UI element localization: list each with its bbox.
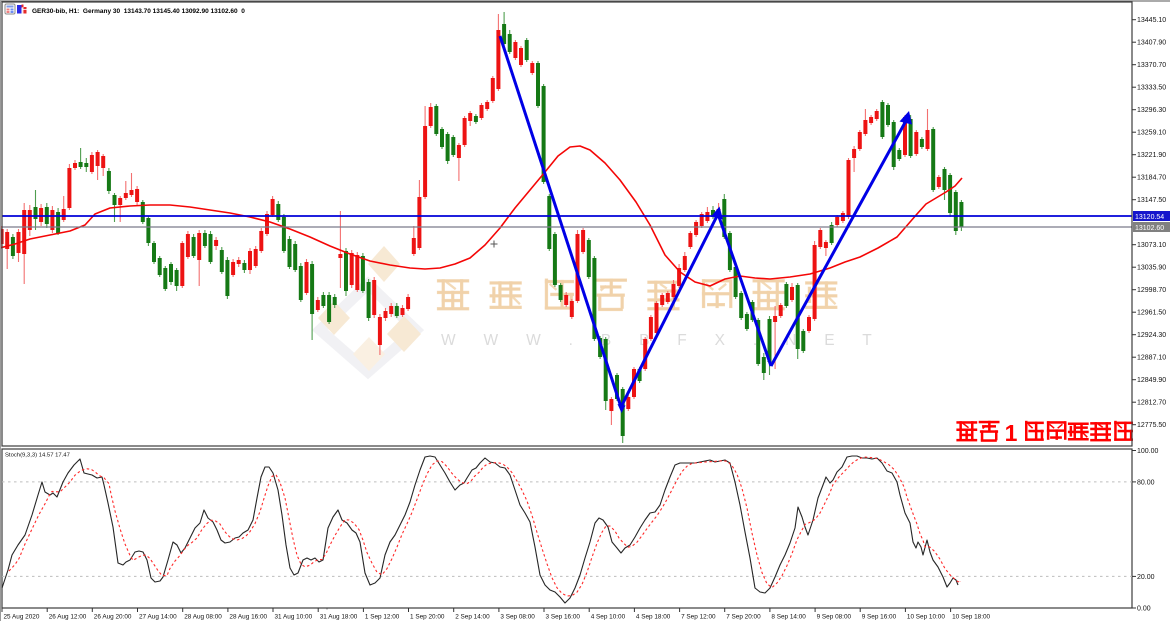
svg-text:26 Aug 20:00: 26 Aug 20:00 (94, 614, 132, 621)
svg-text:28 Aug 08:00: 28 Aug 08:00 (184, 614, 222, 621)
svg-text:13296.30: 13296.30 (1137, 107, 1166, 114)
svg-text:1: 1 (1005, 420, 1018, 446)
svg-text:12849.90: 12849.90 (1137, 377, 1166, 384)
svg-text:1 Sep 20:00: 1 Sep 20:00 (410, 614, 445, 621)
svg-text:13073.10: 13073.10 (1137, 242, 1166, 249)
svg-text:10 Sep 18:00: 10 Sep 18:00 (952, 614, 990, 621)
svg-text:20.00: 20.00 (1137, 574, 1155, 581)
svg-text:13407.90: 13407.90 (1137, 40, 1166, 47)
svg-text:12887.10: 12887.10 (1137, 355, 1166, 362)
svg-text:13035.90: 13035.90 (1137, 265, 1166, 272)
svg-text:13445.10: 13445.10 (1137, 17, 1166, 24)
svg-text:Stoch(9,3,3) 14.57 17.47: Stoch(9,3,3) 14.57 17.47 (5, 453, 70, 459)
svg-text:28 Aug 16:00: 28 Aug 16:00 (229, 614, 267, 621)
svg-text:0.00: 0.00 (1137, 605, 1151, 612)
svg-text:13147.50: 13147.50 (1137, 197, 1166, 204)
svg-text:9 Sep 08:00: 9 Sep 08:00 (817, 614, 852, 621)
svg-text:12924.30: 12924.30 (1137, 332, 1166, 339)
svg-text:4 Sep 10:00: 4 Sep 10:00 (591, 614, 626, 621)
svg-text:12775.50: 12775.50 (1137, 422, 1166, 429)
svg-text:2 Sep 14:00: 2 Sep 14:00 (455, 614, 490, 621)
svg-text:80.00: 80.00 (1137, 479, 1155, 486)
svg-text:31 Aug 10:00: 31 Aug 10:00 (275, 614, 313, 621)
svg-text:7 Sep 20:00: 7 Sep 20:00 (726, 614, 761, 621)
svg-text:12998.70: 12998.70 (1137, 287, 1166, 294)
svg-text:12812.70: 12812.70 (1137, 400, 1166, 407)
svg-text:12961.50: 12961.50 (1137, 310, 1166, 317)
svg-text:13221.90: 13221.90 (1137, 152, 1166, 159)
svg-text:4 Sep 18:00: 4 Sep 18:00 (636, 614, 671, 621)
svg-text:13259.10: 13259.10 (1137, 130, 1166, 137)
svg-text:1 Sep 12:00: 1 Sep 12:00 (365, 614, 400, 621)
svg-text:13370.70: 13370.70 (1137, 62, 1166, 69)
svg-text:13333.50: 13333.50 (1137, 85, 1166, 92)
svg-text:27 Aug 14:00: 27 Aug 14:00 (139, 614, 177, 621)
svg-text:W W W . B B F X . N E T: W W W . B B F X . N E T (441, 332, 883, 349)
svg-text:10 Sep 10:00: 10 Sep 10:00 (907, 614, 945, 621)
svg-text:13102.60: 13102.60 (1135, 225, 1164, 232)
svg-text:13120.54: 13120.54 (1135, 214, 1164, 221)
svg-text:26 Aug 12:00: 26 Aug 12:00 (49, 614, 87, 621)
svg-text:7 Sep 12:00: 7 Sep 12:00 (681, 614, 716, 621)
svg-text:3 Sep 16:00: 3 Sep 16:00 (546, 614, 581, 621)
svg-text:GER30-bib, H1: Germany 30 13: GER30-bib, H1: Germany 30 13143.70 13145… (32, 8, 245, 15)
svg-text:31 Aug 18:00: 31 Aug 18:00 (320, 614, 358, 621)
svg-text:13184.70: 13184.70 (1137, 175, 1166, 182)
svg-text:9 Sep 16:00: 9 Sep 16:00 (862, 614, 897, 621)
svg-text:25 Aug 2020: 25 Aug 2020 (4, 614, 40, 621)
svg-text:100.00: 100.00 (1137, 448, 1159, 455)
svg-text:8 Sep 14:00: 8 Sep 14:00 (771, 614, 806, 621)
svg-text:3 Sep 08:00: 3 Sep 08:00 (500, 614, 535, 621)
